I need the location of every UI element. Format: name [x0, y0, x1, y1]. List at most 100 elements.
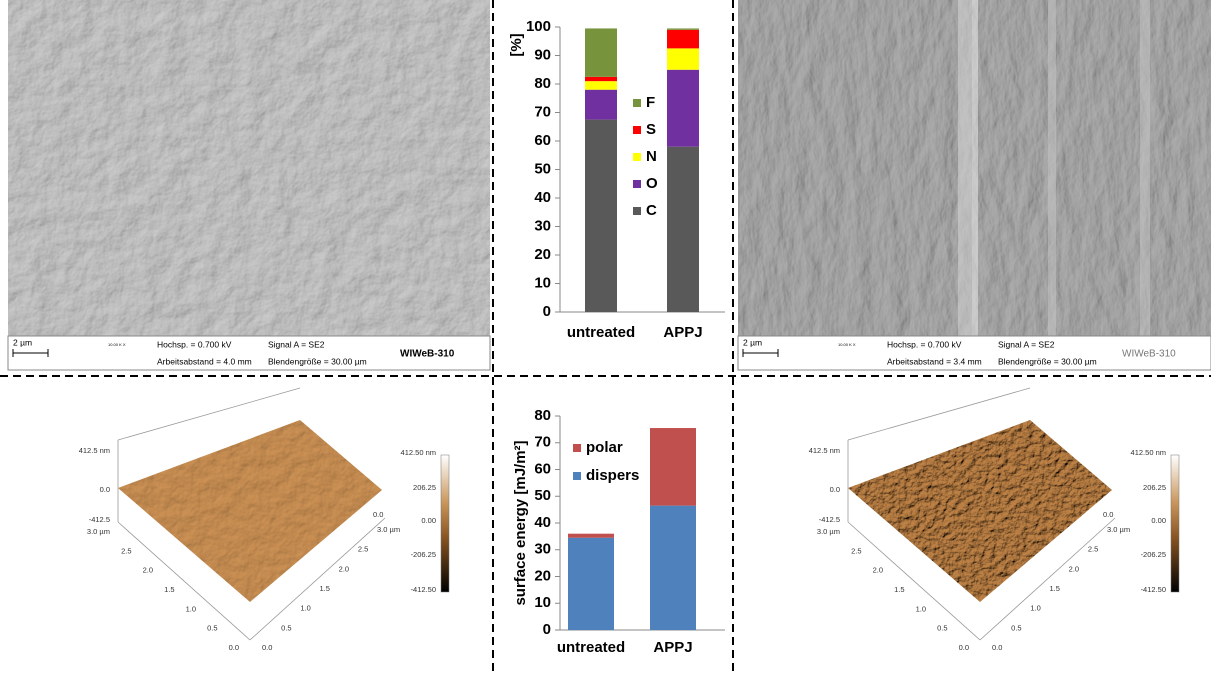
y-tick-label: 20	[534, 567, 551, 584]
y-axis-label: 2.0	[1069, 564, 1079, 573]
legend-label: dispers	[586, 467, 639, 484]
bar-segment	[650, 506, 696, 630]
y-tick-label: 70	[534, 434, 551, 451]
y-tick-label: 60	[534, 460, 551, 477]
z-label: 412.5 nm	[79, 446, 110, 455]
y-tick-label: 0	[543, 621, 551, 638]
x-axis-label: 1.0	[916, 604, 926, 613]
y-axis-label: 3.0 µm	[377, 525, 400, 534]
bar-segment	[667, 28, 699, 29]
bar-segment	[568, 538, 614, 630]
z-label: -412.5	[819, 515, 840, 524]
x-axis-label: 1.5	[894, 585, 904, 594]
legend-label: polar	[586, 439, 623, 456]
bar-segment	[667, 48, 699, 69]
y-axis-label: 2.0	[339, 564, 349, 573]
y-axis-label: 0.5	[281, 623, 291, 632]
bar-segment	[585, 28, 617, 76]
colorbar-label: 0.00	[1151, 516, 1166, 525]
magnification: 10.00 K X	[108, 342, 126, 347]
instrument-label: WIWeB-310	[1122, 349, 1176, 360]
y-axis-label: surface energy [mJ/m²]	[512, 440, 529, 605]
x-axis-label: 2.5	[851, 546, 861, 555]
signal: Signal A = SE2	[998, 339, 1055, 349]
legend-label: S	[646, 121, 656, 138]
signal: Signal A = SE2	[268, 339, 325, 349]
bar-segment	[585, 90, 617, 120]
aperture: Blendengröße = 30.00 µm	[268, 356, 367, 366]
y-tick-label: 100	[526, 18, 551, 35]
y-tick-label: 40	[534, 189, 551, 206]
legend-label: F	[646, 94, 655, 111]
x-axis-label: 0.0	[959, 643, 969, 652]
x-axis-label: 0.5	[207, 624, 217, 633]
figure: 0102030405060708090100untreatedAPPJCONSF…	[0, 0, 1211, 675]
y-tick-label: 50	[534, 487, 551, 504]
y-tick-label: 90	[534, 46, 551, 63]
y-tick-label: 60	[534, 132, 551, 149]
z-label: 412.5 nm	[809, 446, 840, 455]
bar-segment	[568, 534, 614, 538]
y-tick-label: 50	[534, 160, 551, 177]
x-axis-label: 2.0	[873, 566, 883, 575]
bar-segment	[667, 70, 699, 147]
legend-label: O	[646, 175, 658, 192]
z-label: 0.0	[100, 485, 110, 494]
legend-swatch	[573, 472, 581, 480]
y-axis-label: 1.0	[1030, 604, 1040, 613]
x-axis-label: 1.5	[164, 585, 174, 594]
aperture: Blendengröße = 30.00 µm	[998, 356, 1097, 366]
y-axis-label: 2.5	[1088, 545, 1098, 554]
sem-image	[8, 0, 490, 336]
y-tick-label: 30	[534, 217, 551, 234]
voltage: Hochsp. = 0.700 kV	[887, 339, 962, 349]
x-axis-label: 2.5	[121, 546, 131, 555]
working-distance: Arbeitsabstand = 4.0 mm	[157, 356, 252, 366]
x-axis-label: 3.0 µm	[817, 527, 840, 536]
colorbar-label: -412.50	[1141, 585, 1166, 594]
legend-swatch	[633, 126, 641, 134]
y-tick-label: 0	[543, 303, 551, 320]
legend-swatch	[573, 444, 581, 452]
colorbar-label: 412.50 nm	[401, 448, 436, 457]
x-tick-label: untreated	[567, 324, 635, 341]
colorbar	[1171, 455, 1179, 592]
y-axis-label: 1.5	[320, 584, 330, 593]
colorbar-label: 0.00	[421, 516, 436, 525]
y-axis-label: 1.5	[1050, 584, 1060, 593]
y-tick-label: 30	[534, 541, 551, 558]
colorbar-label: 206.25	[1143, 483, 1166, 492]
y-tick-label: 80	[534, 407, 551, 424]
y-tick-label: 40	[534, 514, 551, 531]
y-axis-label: 1.0	[300, 604, 310, 613]
z-label: -412.5	[89, 515, 110, 524]
colorbar-label: -206.25	[411, 550, 436, 559]
x-axis-label: 1.0	[186, 604, 196, 613]
x-tick-label: APPJ	[653, 639, 692, 656]
y-tick-label: 10	[534, 594, 551, 611]
bar-segment	[667, 30, 699, 49]
y-axis-label: [%]	[508, 33, 525, 56]
z-label: 0.0	[830, 485, 840, 494]
x-tick-label: APPJ	[663, 324, 702, 341]
legend-swatch	[633, 99, 641, 107]
legend-label: C	[646, 202, 657, 219]
y-tick-label: 20	[534, 246, 551, 263]
x-axis-label: 0.0	[229, 643, 239, 652]
x-tick-label: untreated	[557, 639, 625, 656]
legend-label: N	[646, 148, 657, 165]
afm-surface	[840, 410, 1120, 610]
colorbar-label: 412.50 nm	[1131, 448, 1166, 457]
corner-label: 0.0	[1103, 510, 1113, 519]
legend-swatch	[633, 207, 641, 215]
magnification: 10.00 K X	[838, 342, 856, 347]
bar-segment	[585, 77, 617, 81]
working-distance: Arbeitsabstand = 3.4 mm	[887, 356, 982, 366]
y-tick-label: 80	[534, 75, 551, 92]
bar-segment	[650, 428, 696, 506]
y-tick-label: 10	[534, 274, 551, 291]
corner-label: 0.0	[373, 510, 383, 519]
bar-segment	[585, 120, 617, 312]
scale-bar-label: 2 µm	[743, 337, 762, 347]
instrument-label: WIWeB-310	[400, 349, 455, 360]
